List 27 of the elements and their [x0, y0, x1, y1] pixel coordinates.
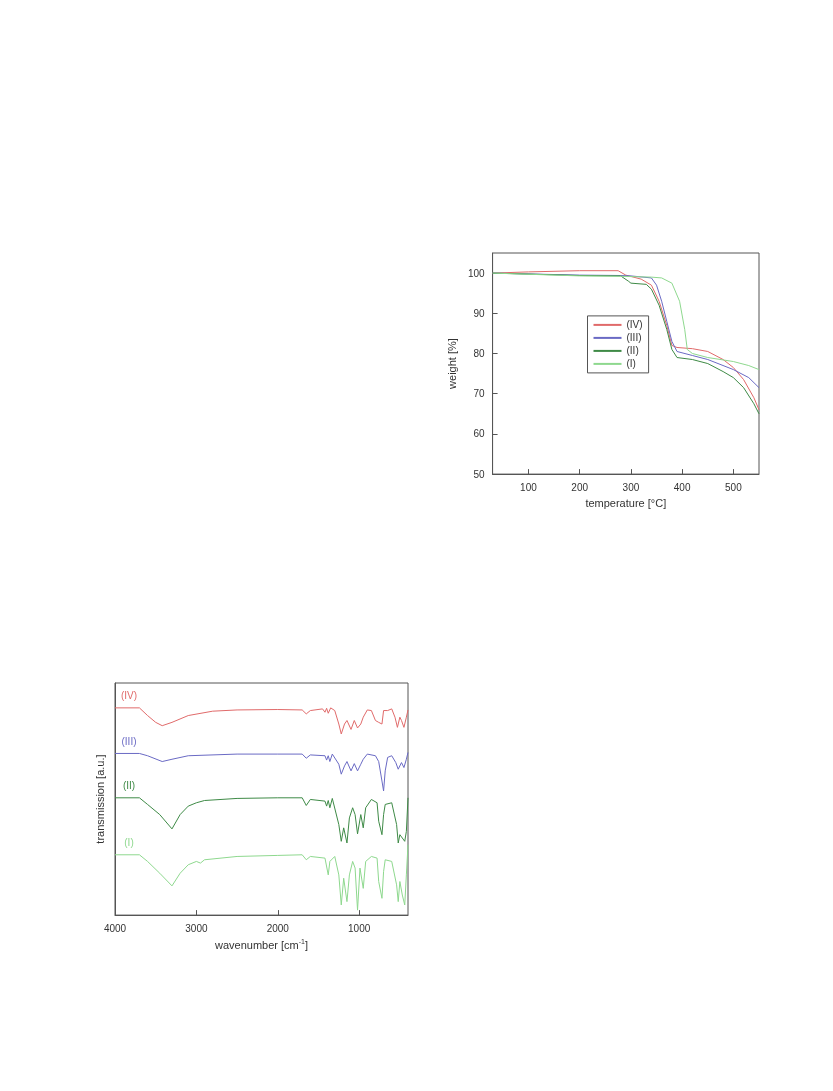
legend-label: (III): [626, 332, 642, 344]
x-tick-label: 4000: [103, 922, 127, 934]
x-tick-label: 3000: [185, 922, 208, 934]
x-tick-label: 1000: [348, 922, 371, 934]
y-tick-label: 100: [467, 267, 486, 279]
line-series: [492, 272, 760, 371]
y-axis-title: transmission [a.u.]: [93, 754, 106, 844]
y-axis-title: weight [%]: [445, 338, 458, 390]
series-label: (I): [124, 837, 134, 849]
y-tick-label: 60: [473, 428, 486, 440]
y-tick-label: 50: [473, 468, 486, 480]
y-tick-label: 90: [473, 307, 486, 319]
series-label: (II): [122, 780, 136, 792]
series-label: (IV): [120, 690, 138, 702]
legend-label: (IV): [626, 319, 643, 331]
y-tick-label: 70: [473, 388, 486, 400]
x-tick-label: 2000: [266, 922, 290, 934]
series-label: (III): [121, 735, 137, 747]
x-tick-label: 500: [725, 481, 743, 493]
x-tick-label: 200: [571, 481, 589, 493]
x-axis-title: temperature [°C]: [585, 496, 667, 509]
x-tick-label: 100: [520, 481, 538, 493]
legend-label: (I): [626, 358, 636, 370]
y-tick-label: 80: [473, 348, 486, 359]
x-tick-label: 400: [673, 481, 691, 493]
legend-label: (II): [626, 345, 639, 357]
x-tick-label: 300: [622, 481, 640, 493]
